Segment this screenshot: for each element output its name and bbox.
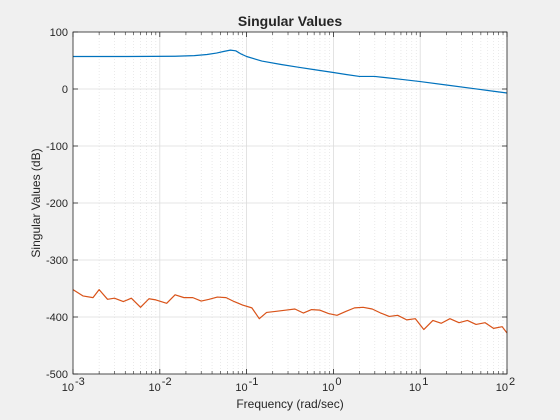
- x-tick-base: 10: [409, 382, 421, 394]
- y-tick-label: -500: [46, 369, 68, 381]
- x-axis-label: Frequency (rad/sec): [236, 397, 343, 411]
- x-tick-label: 10 -1: [235, 376, 258, 394]
- x-tick-label: 10 2: [496, 376, 515, 394]
- x-tick-base: 10: [322, 382, 334, 394]
- x-tick-exponent: -1: [249, 376, 259, 388]
- x-tick-label: 10 1: [409, 376, 428, 394]
- x-tick-exponent: -3: [75, 376, 85, 388]
- y-axis-label: Singular Values (dB): [29, 148, 43, 257]
- x-tick-labels: 10 -3 10 -2 10 -1 10 0 10 1 10 2: [62, 376, 515, 394]
- x-tick-base: 10: [62, 382, 74, 394]
- x-tick-label: 10 0: [322, 376, 341, 394]
- y-tick-label: 0: [62, 84, 68, 96]
- y-tick-label: -200: [46, 198, 68, 210]
- y-tick-labels: 100 0 -100 -200 -300 -400 -500: [46, 27, 68, 381]
- series-line-2: [72, 289, 508, 334]
- x-tick-exponent: 2: [509, 376, 515, 388]
- x-tick-exponent: -2: [162, 376, 172, 388]
- y-tick-label: -100: [46, 141, 68, 153]
- plot-lines: [72, 49, 508, 334]
- axis-ticks: [72, 31, 508, 375]
- x-tick-base: 10: [149, 382, 161, 394]
- y-tick-label: -300: [46, 255, 68, 267]
- x-tick-base: 10: [496, 382, 508, 394]
- x-tick-base: 10: [235, 382, 247, 394]
- y-tick-label: -400: [46, 312, 68, 324]
- x-tick-exponent: 0: [335, 376, 341, 388]
- x-tick-label: 10 -2: [149, 376, 172, 394]
- chart-title: Singular Values: [238, 13, 342, 29]
- x-tick-label: 10 -3: [62, 376, 85, 394]
- x-tick-exponent: 1: [422, 376, 428, 388]
- series-line-1: [73, 49, 508, 94]
- y-tick-label: 100: [50, 27, 68, 39]
